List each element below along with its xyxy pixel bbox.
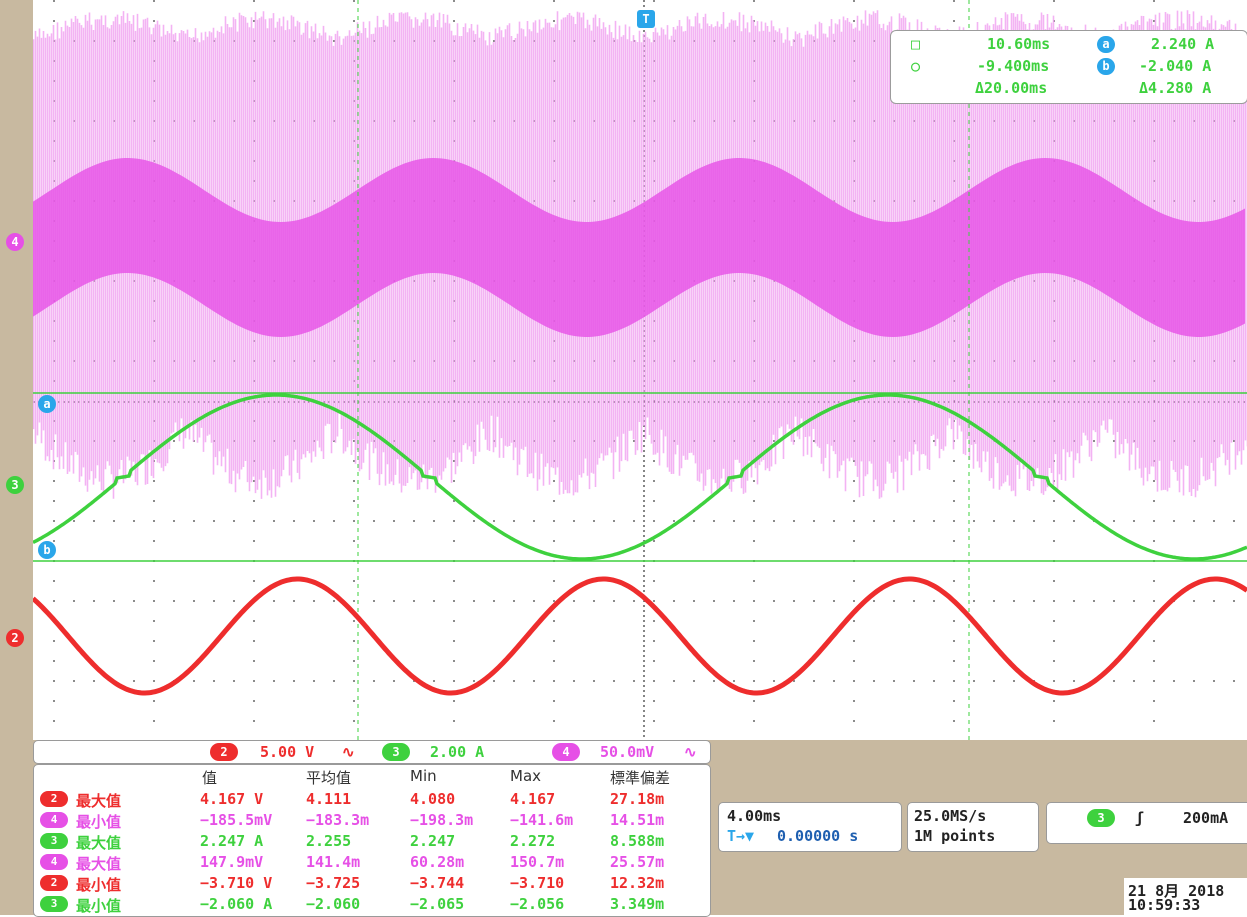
trigger-position-icon: T→▼ [727, 827, 754, 845]
channel-badge: 4 [40, 812, 68, 828]
measurement-cell: −2.060 [306, 895, 360, 913]
cursor-readout: □ 10.60ms a 2.240 A ○ -9.400ms b -2.040 … [890, 30, 1247, 104]
measurement-cell: 60.28m [410, 853, 464, 871]
header-max: Max [510, 767, 541, 785]
measurement-label: 最大值 [76, 853, 121, 874]
cursor-b-marker[interactable]: b [38, 541, 56, 559]
ch4-coupling-icon: ∿ [684, 743, 697, 761]
header-value: 值 [202, 767, 217, 788]
measurement-label: 最小值 [76, 811, 121, 832]
measurement-cell: −3.710 V [200, 874, 272, 892]
horizontal-info[interactable]: 4.00ms T→▼ 0.00000 s [718, 802, 902, 852]
measurement-cell: 8.588m [610, 832, 664, 850]
measurement-row: 4 最小值 −185.5mV −183.3m −198.3m −141.6m 14.51m [34, 810, 710, 831]
measurement-cell: 2.255 [306, 832, 351, 850]
ch4-ground-marker[interactable]: 4 [6, 233, 24, 251]
trigger-slope-icon: ʃ [1135, 809, 1144, 827]
measurement-row: 3 最大值 2.247 A 2.255 2.247 2.272 8.588m [34, 831, 710, 852]
measurement-label: 最小值 [76, 874, 121, 895]
trigger-level: 200mA [1183, 809, 1228, 827]
measurement-cell: 14.51m [610, 811, 664, 829]
measurement-cell: 2.247 [410, 832, 455, 850]
ch3-scale-value[interactable]: 2.00 A [430, 743, 484, 761]
channel-scale-bar: 2 5.00 V ∿ 3 2.00 A 4 50.0mV ∿ [33, 740, 711, 764]
measurement-row: 3 最小值 −2.060 A −2.060 −2.065 −2.056 3.349m [34, 894, 710, 915]
measurement-row: 4 最大值 147.9mV 141.4m 60.28m 150.7m 25.57m [34, 852, 710, 873]
measurement-cell: 4.167 [510, 790, 555, 808]
waveform-display [33, 0, 1247, 740]
measurement-label: 最大值 [76, 832, 121, 853]
datetime-display: 21 8月 2018 10:59:33 [1124, 878, 1247, 915]
measurement-cell: 4.080 [410, 790, 455, 808]
measurement-cell: 25.57m [610, 853, 664, 871]
cursor-a-icon: a [1097, 36, 1115, 53]
cursor-time1: 10.60ms [987, 35, 1050, 53]
measurement-cell: 12.32m [610, 874, 664, 892]
measurement-cell: −183.3m [306, 811, 369, 829]
channel-badge: 4 [40, 854, 68, 870]
ch4-scale-badge[interactable]: 4 [552, 743, 580, 761]
horizontal-position: 0.00000 s [777, 827, 858, 845]
acquisition-info[interactable]: 25.0MS/s 1M points [907, 802, 1039, 852]
measurement-cell: −2.065 [410, 895, 464, 913]
measurement-cell: −3.710 [510, 874, 564, 892]
measurement-cell: 2.247 A [200, 832, 263, 850]
record-length: 1M points [914, 827, 995, 845]
measurement-cell: 27.18m [610, 790, 664, 808]
ch3-ground-marker[interactable]: 3 [6, 476, 24, 494]
header-min: Min [410, 767, 437, 785]
measurement-cell: 3.349m [610, 895, 664, 913]
measurement-cell: −2.060 A [200, 895, 272, 913]
measurement-row: 2 最大值 4.167 V 4.111 4.080 4.167 27.18m [34, 789, 710, 810]
ch2-scale-badge[interactable]: 2 [210, 743, 238, 761]
cursor-a-value: 2.240 A [1151, 35, 1214, 53]
circle-cursor-icon: ○ [911, 57, 920, 75]
ch2-scale-value[interactable]: 5.00 V [260, 743, 314, 761]
measurement-label: 最小值 [76, 895, 121, 916]
cursor-b-value: -2.040 A [1139, 57, 1211, 75]
measurement-cell: 2.272 [510, 832, 555, 850]
measurement-cell: −141.6m [510, 811, 573, 829]
measurement-cell: −3.744 [410, 874, 464, 892]
header-mean: 平均值 [306, 767, 351, 788]
measurement-cell: 4.167 V [200, 790, 263, 808]
sample-rate: 25.0MS/s [914, 807, 986, 825]
ch3-scale-badge[interactable]: 3 [382, 743, 410, 761]
measurement-cell: −2.056 [510, 895, 564, 913]
measurement-cell: −3.725 [306, 874, 360, 892]
measurement-row: 2 最小值 −3.710 V −3.725 −3.744 −3.710 12.32m [34, 873, 710, 894]
cursor-b-icon: b [1097, 58, 1115, 75]
measurement-cell: 141.4m [306, 853, 360, 871]
measurement-cell: −185.5mV [200, 811, 272, 829]
cursor-delta-time: Δ20.00ms [975, 79, 1047, 97]
ch2-ground-marker[interactable]: 2 [6, 629, 24, 647]
measurement-label: 最大值 [76, 790, 121, 811]
cursor-time2: -9.400ms [977, 57, 1049, 75]
measurement-cell: 150.7m [510, 853, 564, 871]
measurement-cell: 147.9mV [200, 853, 263, 871]
square-cursor-icon: □ [911, 35, 920, 53]
measurement-cell: 4.111 [306, 790, 351, 808]
ch2-coupling-icon: ∿ [342, 743, 355, 761]
cursor-a-marker[interactable]: a [38, 395, 56, 413]
trigger-position-marker[interactable]: T [637, 10, 655, 28]
ch4-scale-value[interactable]: 50.0mV [600, 743, 654, 761]
channel-badge: 3 [40, 896, 68, 912]
header-std-dev: 標準偏差 [610, 767, 670, 788]
ch2-waveform [33, 579, 1247, 693]
time: 10:59:33 [1128, 896, 1200, 914]
channel-badge: 2 [40, 875, 68, 891]
trigger-source-badge: 3 [1087, 809, 1115, 827]
channel-badge: 3 [40, 833, 68, 849]
channel-badge: 2 [40, 791, 68, 807]
timebase: 4.00ms [727, 807, 781, 825]
trigger-info[interactable]: 3 ʃ 200mA [1046, 802, 1247, 844]
waveform-plot [33, 0, 1247, 740]
measurement-table: 值 平均值 Min Max 標準偏差 2 最大值 4.167 V 4.111 4.080… [33, 764, 711, 917]
cursor-delta-value: Δ4.280 A [1139, 79, 1211, 97]
measurement-cell: −198.3m [410, 811, 473, 829]
